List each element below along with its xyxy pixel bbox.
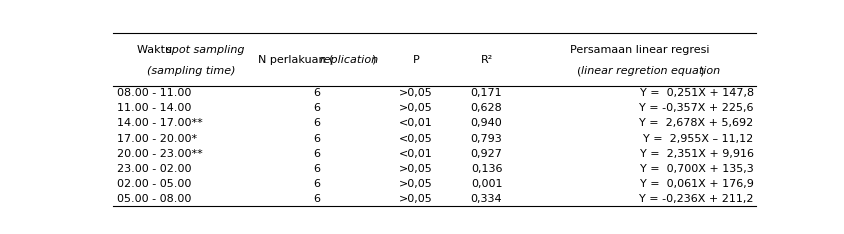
Text: 6: 6 bbox=[313, 118, 320, 128]
Text: 6: 6 bbox=[313, 194, 320, 204]
Text: 6: 6 bbox=[313, 149, 320, 159]
Text: (: ( bbox=[576, 66, 581, 76]
Text: >0,05: >0,05 bbox=[399, 164, 433, 174]
Text: 02.00 - 05.00: 02.00 - 05.00 bbox=[116, 179, 191, 189]
Text: Y =  0,061X + 176,9: Y = 0,061X + 176,9 bbox=[640, 179, 754, 189]
Text: P: P bbox=[413, 55, 419, 65]
Text: 0,628: 0,628 bbox=[471, 103, 502, 113]
Text: Y = -0,357X + 225,6: Y = -0,357X + 225,6 bbox=[639, 103, 754, 113]
Text: 0,927: 0,927 bbox=[471, 149, 502, 159]
Text: Waktu: Waktu bbox=[138, 45, 176, 55]
Text: ): ) bbox=[699, 66, 703, 76]
Text: <0,01: <0,01 bbox=[399, 118, 433, 128]
Text: 0,171: 0,171 bbox=[471, 88, 502, 98]
Text: 08.00 - 11.00: 08.00 - 11.00 bbox=[116, 88, 191, 98]
Text: <0,05: <0,05 bbox=[399, 134, 433, 143]
Text: Y =  2,351X + 9,916: Y = 2,351X + 9,916 bbox=[640, 149, 754, 159]
Text: replication: replication bbox=[319, 55, 378, 65]
Text: <0,01: <0,01 bbox=[399, 149, 433, 159]
Text: 6: 6 bbox=[313, 179, 320, 189]
Text: N perlakuan (: N perlakuan ( bbox=[258, 55, 333, 65]
Text: Y =  0,700X + 135,3: Y = 0,700X + 135,3 bbox=[640, 164, 754, 174]
Text: ): ) bbox=[371, 55, 376, 65]
Text: >0,05: >0,05 bbox=[399, 194, 433, 204]
Text: 05.00 - 08.00: 05.00 - 08.00 bbox=[116, 194, 191, 204]
Text: 17.00 - 20.00*: 17.00 - 20.00* bbox=[116, 134, 197, 143]
Text: Y =  0,251X + 147,8: Y = 0,251X + 147,8 bbox=[640, 88, 754, 98]
Text: 0,940: 0,940 bbox=[471, 118, 502, 128]
Text: 0,334: 0,334 bbox=[471, 194, 502, 204]
Text: 0,136: 0,136 bbox=[471, 164, 502, 174]
Text: 6: 6 bbox=[313, 134, 320, 143]
Text: (sampling time): (sampling time) bbox=[147, 66, 235, 76]
Text: Y = -0,236X + 211,2: Y = -0,236X + 211,2 bbox=[639, 194, 754, 204]
Text: Y =  2,678X + 5,692: Y = 2,678X + 5,692 bbox=[640, 118, 754, 128]
Text: linear regretion equation: linear regretion equation bbox=[582, 66, 721, 76]
Text: spot sampling: spot sampling bbox=[165, 45, 244, 55]
Text: R²: R² bbox=[480, 55, 493, 65]
Text: Y =  2,955X – 11,12: Y = 2,955X – 11,12 bbox=[643, 134, 754, 143]
Text: 14.00 - 17.00**: 14.00 - 17.00** bbox=[116, 118, 203, 128]
Text: Persamaan linear regresi: Persamaan linear regresi bbox=[571, 45, 710, 55]
Text: >0,05: >0,05 bbox=[399, 103, 433, 113]
Text: 6: 6 bbox=[313, 103, 320, 113]
Text: 6: 6 bbox=[313, 88, 320, 98]
Text: 6: 6 bbox=[313, 164, 320, 174]
Text: 11.00 - 14.00: 11.00 - 14.00 bbox=[116, 103, 191, 113]
Text: 0,001: 0,001 bbox=[471, 179, 502, 189]
Text: 23.00 - 02.00: 23.00 - 02.00 bbox=[116, 164, 191, 174]
Text: >0,05: >0,05 bbox=[399, 88, 433, 98]
Text: 0,793: 0,793 bbox=[471, 134, 502, 143]
Text: >0,05: >0,05 bbox=[399, 179, 433, 189]
Text: 20.00 - 23.00**: 20.00 - 23.00** bbox=[116, 149, 203, 159]
